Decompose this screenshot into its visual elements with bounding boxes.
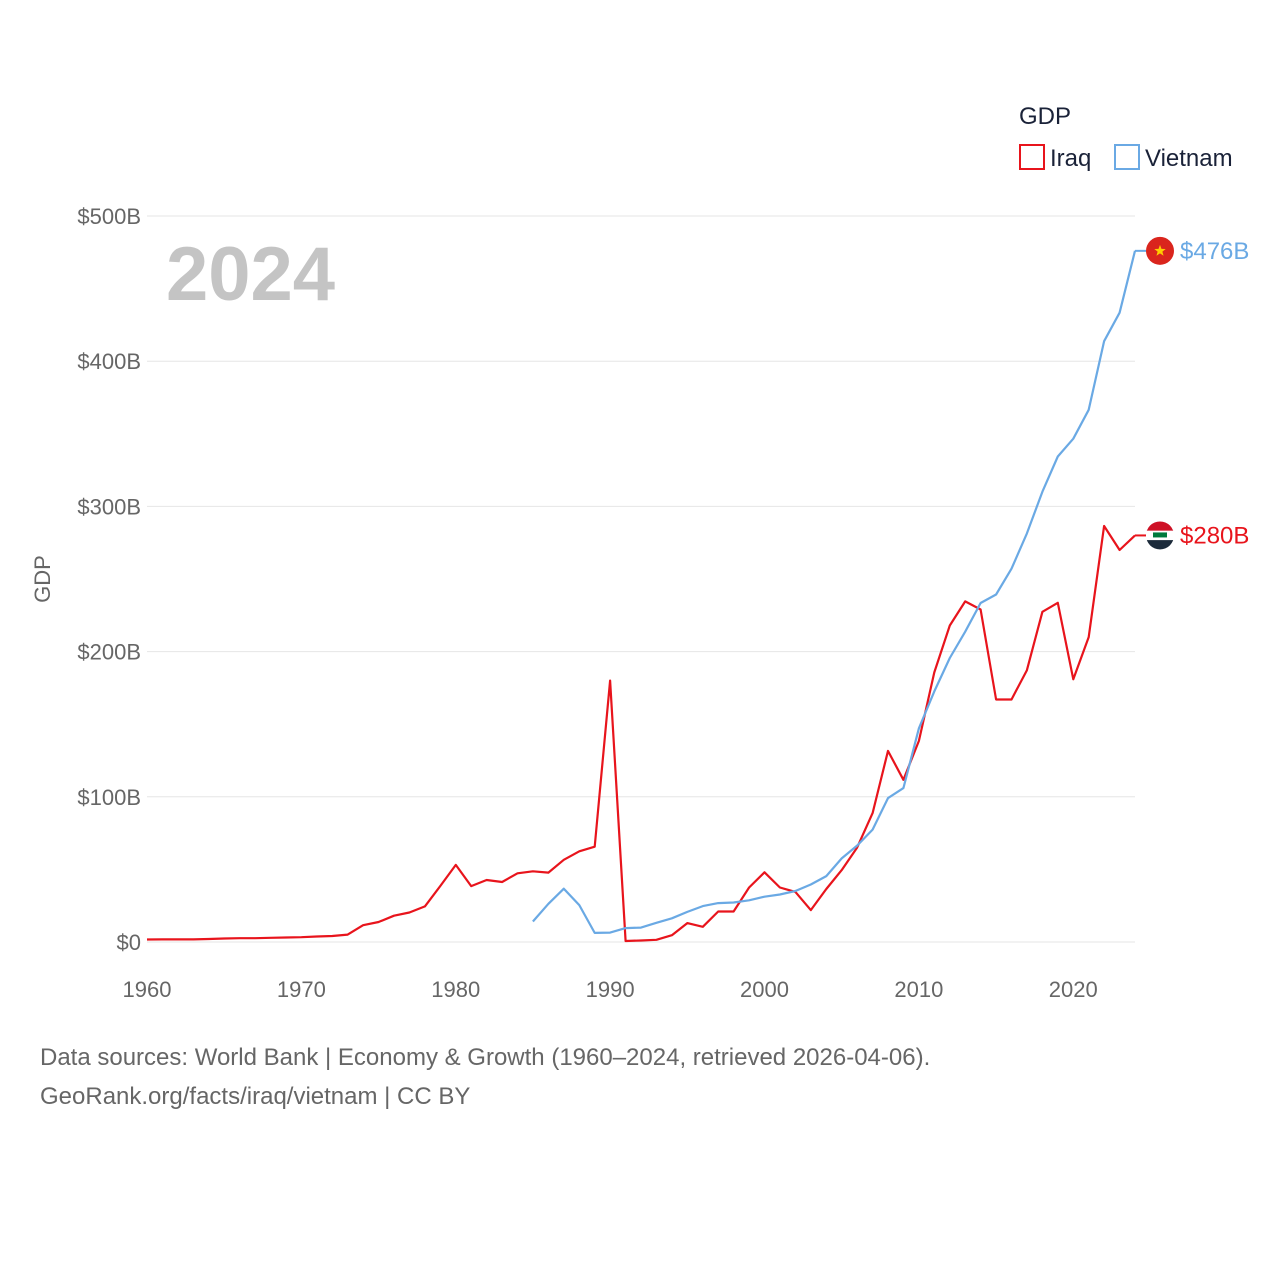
x-tick-label: 1990 xyxy=(586,977,635,1002)
legend: GDP Iraq Vietnam xyxy=(1019,103,1233,172)
end-label-vietnam: $476B xyxy=(1180,238,1249,265)
source-link[interactable]: GeoRank.org/facts/iraq/vietnam | CC BY xyxy=(40,1083,471,1110)
data-source-note: Data sources: World Bank | Economy & Gro… xyxy=(40,1044,931,1071)
x-tick-label: 1980 xyxy=(431,977,480,1002)
x-tick-label: 2000 xyxy=(740,977,789,1002)
y-tick-label: $500B xyxy=(77,204,141,229)
legend-label-iraq[interactable]: Iraq xyxy=(1050,145,1091,172)
y-tick-label: $300B xyxy=(77,494,141,519)
legend-label-vietnam[interactable]: Vietnam xyxy=(1145,145,1233,172)
x-tick-label: 1960 xyxy=(123,977,172,1002)
legend-swatch-vietnam[interactable] xyxy=(1114,144,1140,170)
grid-lines xyxy=(147,215,1135,943)
y-axis-ticks: $0 $100B $200B $300B $400B $500B xyxy=(77,204,141,955)
y-axis-label: GDP xyxy=(30,555,55,603)
series-line-vietnam[interactable] xyxy=(532,250,1137,935)
x-tick-label: 2010 xyxy=(894,977,943,1002)
y-tick-label: $100B xyxy=(77,785,141,810)
year-label: 2024 xyxy=(166,232,335,317)
vietnam-flag-icon xyxy=(1146,236,1174,265)
series-lines xyxy=(146,250,1137,943)
y-tick-label: $0 xyxy=(117,930,141,955)
end-markers: $280B $476B xyxy=(1135,236,1249,550)
x-tick-label: 1970 xyxy=(277,977,326,1002)
end-label-iraq: $280B xyxy=(1180,522,1249,549)
x-axis-ticks: 1960 1970 1980 1990 2000 2010 2020 xyxy=(123,977,1098,1002)
y-tick-label: $400B xyxy=(77,349,141,374)
y-tick-label: $200B xyxy=(77,640,141,665)
series-line-iraq[interactable] xyxy=(146,524,1136,943)
iraq-flag-icon xyxy=(1146,521,1174,550)
legend-swatch-iraq[interactable] xyxy=(1019,144,1045,170)
x-tick-label: 2020 xyxy=(1049,977,1098,1002)
legend-title: GDP xyxy=(1019,103,1071,130)
